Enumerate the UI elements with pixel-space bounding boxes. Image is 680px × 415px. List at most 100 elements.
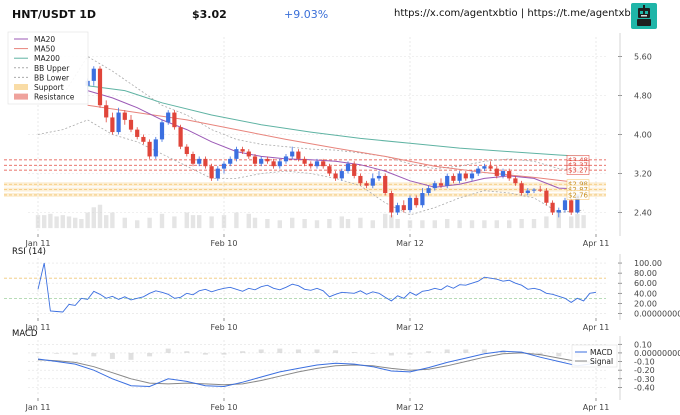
candle-body (426, 188, 431, 193)
volume-bar (383, 213, 388, 229)
candle-body (290, 151, 295, 157)
candle (531, 188, 537, 193)
candle (240, 146, 245, 154)
y-tick-label: 100.00 (634, 259, 662, 268)
macd-histogram-bar (128, 352, 134, 360)
candle (445, 173, 450, 189)
candle-body (513, 178, 518, 184)
candle-body (389, 193, 394, 213)
y-tick-label: 40.00 (634, 289, 657, 298)
macd-histogram-bar (556, 352, 562, 357)
volume-bar (432, 220, 437, 229)
resistance-label-text: $3.48 (568, 156, 588, 164)
macd-histogram-bar (481, 349, 487, 353)
legend-item: MA50 (14, 45, 55, 54)
candle-body (91, 68, 96, 81)
candle-body (302, 158, 307, 164)
macd-histogram-bar (184, 351, 190, 353)
candle (290, 146, 295, 159)
macd-histogram-bar (333, 350, 339, 353)
candle-body (327, 166, 332, 174)
candle-body (110, 117, 115, 133)
y-tick-label: 0.00000000 (634, 349, 680, 358)
candle-body (166, 112, 171, 123)
macd-histogram-bar (72, 352, 78, 355)
volume-bar (314, 220, 320, 229)
macd-histogram-bar (165, 348, 171, 353)
bb-lower-line (37, 119, 584, 216)
macd-histogram-bar (370, 352, 376, 354)
volume-bar (370, 220, 375, 229)
candle (451, 173, 456, 184)
robot-avatar-icon (631, 3, 657, 29)
candle-body (488, 166, 493, 169)
volume-bar (42, 215, 47, 229)
legend-item: BB Lower (14, 73, 70, 82)
candle-body (562, 200, 568, 211)
macd-title: MACD (12, 329, 38, 339)
macd-histogram-bar (295, 349, 301, 353)
candle-body (308, 163, 313, 167)
candle-body (414, 197, 419, 206)
volume-bar (395, 219, 400, 229)
candle (370, 173, 375, 189)
volume-bar (66, 216, 72, 229)
signal-line (37, 352, 597, 386)
y-tick-label: 0.00000000 (634, 309, 680, 318)
macd-histogram-bar (444, 349, 450, 353)
candle-body (469, 173, 475, 179)
candle-body (550, 202, 555, 213)
candle (364, 180, 369, 189)
candle (426, 185, 431, 196)
candle (469, 171, 475, 181)
volume-bar (407, 220, 413, 229)
candle (562, 197, 568, 213)
macd-histogram-bar (407, 352, 413, 355)
social-links[interactable]: https://x.com/agentxbtio | https://t.me/… (394, 8, 635, 19)
volume-bar (252, 217, 258, 229)
candle (482, 163, 487, 172)
x-tick-label: Apr 11 (583, 323, 610, 332)
volume-bar (581, 215, 586, 229)
macd-histogram-bar (258, 349, 264, 353)
y-tick-label: -0.10 (634, 358, 655, 367)
candle (277, 158, 282, 169)
candle-body (172, 112, 177, 128)
volume-bar (122, 217, 127, 229)
candle (172, 110, 177, 130)
candle (500, 168, 506, 179)
candle-body (370, 178, 375, 186)
resistance-label: $3.27 (566, 165, 590, 175)
volume-bar (110, 212, 115, 229)
candle-body (556, 210, 561, 213)
volume-bar (246, 213, 251, 229)
price-panel: 5.60 4.80 4.00 3.20 2.40 Jan 11 Feb 10 Mar 12 Ap… (4, 31, 652, 248)
candle (159, 119, 165, 142)
candle (259, 156, 264, 167)
candle (97, 66, 103, 108)
candle-body (184, 146, 189, 154)
legend-item: Signal (575, 357, 613, 366)
candle-body (525, 190, 530, 193)
candle-body (153, 139, 158, 157)
macd-histogram-bar (202, 352, 208, 355)
candle (544, 188, 549, 206)
volume-bar (457, 220, 462, 229)
y-tick-label: 4.00 (634, 131, 652, 140)
legend-box (7, 31, 89, 105)
candle-body (321, 161, 326, 167)
candle (376, 171, 382, 181)
candle (327, 163, 332, 176)
x-tick-label: Mar 12 (396, 239, 424, 248)
candle-body (147, 141, 152, 157)
resistance-label-box (566, 165, 590, 175)
bb-upper-line (37, 55, 584, 172)
candle-body (197, 158, 202, 164)
candle-body (438, 183, 444, 186)
candle-body (283, 156, 289, 162)
candle (141, 134, 146, 145)
legend-item: MACD (575, 348, 613, 357)
candle (395, 202, 400, 215)
